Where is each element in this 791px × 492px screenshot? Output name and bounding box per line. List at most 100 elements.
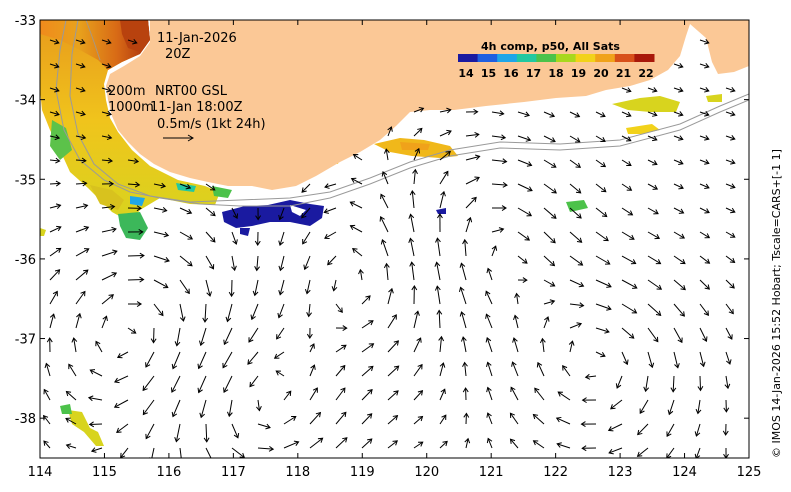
current-arrow: [361, 295, 371, 305]
current-arrow: [198, 375, 207, 393]
current-arrow: [387, 126, 392, 137]
current-arrow-head: [466, 216, 473, 223]
current-arrow: [621, 183, 632, 191]
current-arrow: [231, 447, 245, 458]
current-arrow-head: [393, 390, 399, 396]
current-arrow-head: [310, 364, 316, 370]
current-arrow-head: [639, 408, 645, 414]
x-tick-label: 114: [28, 465, 53, 480]
current-arrow: [595, 183, 607, 193]
current-arrow-head: [380, 238, 387, 245]
current-arrow-head: [584, 373, 591, 380]
current-arrow-head: [498, 227, 505, 233]
current-arrow: [411, 190, 415, 209]
current-arrow: [533, 414, 545, 425]
bathymetry-contours: [55, 20, 749, 207]
current-arrow: [413, 169, 416, 185]
current-arrow-head: [54, 110, 60, 117]
current-arrow-head: [108, 180, 115, 187]
y-tick-label: -35: [15, 173, 36, 188]
current-arrow-head: [730, 183, 736, 189]
current-arrow: [231, 423, 239, 438]
current-arrow-head: [112, 249, 118, 256]
current-arrow-head: [199, 340, 205, 347]
current-arrow-head: [674, 363, 680, 369]
current-arrow: [116, 423, 129, 433]
current-arrow: [645, 375, 649, 392]
current-arrow-head: [522, 258, 528, 264]
current-arrow-head: [309, 343, 315, 349]
current-arrow-head: [88, 421, 95, 428]
current-arrow-head: [223, 387, 229, 393]
current-arrow-head: [678, 63, 684, 69]
current-arrow-head: [368, 320, 374, 326]
current-arrow: [595, 279, 612, 288]
current-arrow-head: [225, 316, 232, 323]
current-arrow-head: [578, 281, 585, 288]
current-arrow: [569, 207, 582, 219]
current-arrow-head: [549, 112, 556, 118]
current-arrow: [153, 207, 167, 212]
current-arrow: [725, 111, 735, 116]
current-arrow: [647, 327, 659, 342]
current-arrow-head: [187, 234, 194, 240]
current-arrow: [465, 197, 477, 209]
current-arrow: [101, 135, 112, 139]
current-arrow-head: [268, 445, 275, 452]
current-arrow-head: [623, 359, 629, 366]
current-arrow-head: [704, 258, 711, 264]
current-arrow-head: [439, 362, 446, 368]
current-arrow-head: [607, 426, 614, 432]
current-arrow: [537, 362, 545, 377]
current-arrow-head: [575, 137, 581, 143]
current-arrow-head: [513, 314, 519, 321]
current-arrow-head: [303, 264, 309, 271]
current-arrow-head: [486, 386, 492, 393]
current-arrow-head: [704, 135, 710, 141]
current-arrow-head: [491, 245, 498, 251]
current-arrow: [387, 365, 399, 377]
current-arrow-head: [729, 283, 735, 289]
current-arrow-head: [391, 314, 397, 320]
colorbar-title: 4h comp, p50, All Sats: [481, 40, 620, 53]
current-arrow-head: [277, 312, 283, 319]
current-arrow: [673, 87, 683, 92]
current-arrow: [725, 327, 733, 340]
current-arrow-head: [278, 240, 284, 247]
current-arrow-head: [54, 62, 60, 69]
current-arrow: [283, 441, 299, 449]
current-arrow-head: [387, 126, 393, 132]
current-arrow: [350, 201, 363, 209]
current-arrow: [517, 231, 530, 241]
current-arrow-head: [106, 134, 113, 141]
current-arrow-head: [680, 259, 686, 265]
current-arrow-head: [65, 417, 71, 423]
current-arrow: [460, 287, 467, 305]
current-arrow: [595, 255, 610, 265]
current-arrow: [616, 375, 623, 389]
current-arrow: [66, 391, 77, 401]
current-arrow: [668, 399, 675, 415]
current-arrow-head: [474, 176, 480, 182]
colorbar-tick-label: 16: [503, 67, 519, 80]
current-arrow-head: [636, 451, 643, 457]
current-arrow-head: [340, 387, 346, 393]
current-arrow: [387, 288, 393, 305]
current-arrow: [439, 191, 445, 209]
current-arrow-head: [210, 237, 216, 243]
current-arrow-head: [510, 386, 516, 393]
current-arrow-head: [437, 213, 443, 219]
colorbar-swatch: [575, 54, 596, 62]
current-arrow-head: [367, 438, 373, 444]
current-arrow-head: [704, 233, 711, 239]
current-arrow-head: [65, 443, 72, 449]
current-arrow: [513, 337, 519, 353]
current-arrow: [725, 207, 736, 213]
current-arrow-head: [106, 110, 112, 117]
y-tick-label: -37: [15, 333, 36, 348]
current-arrow-head: [80, 110, 86, 117]
current-arrow-head: [534, 387, 540, 394]
current-arrow-head: [727, 334, 733, 340]
current-arrow-head: [648, 362, 655, 369]
current-arrow-head: [80, 62, 86, 69]
